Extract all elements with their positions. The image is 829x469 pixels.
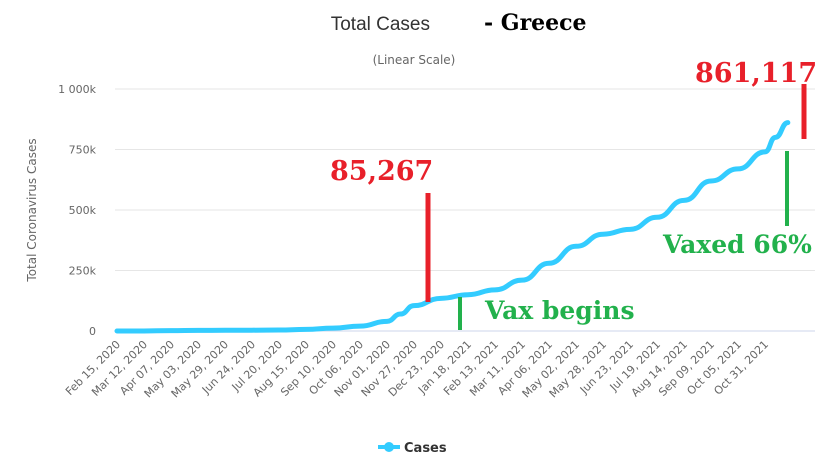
chart-subtitle: (Linear Scale) — [373, 53, 456, 67]
annotation-vax-begins: Vax begins — [484, 296, 635, 325]
legend[interactable]: Cases — [378, 441, 447, 456]
chart-title-suffix: - Greece — [484, 10, 587, 36]
annotation-vaxed-66: Vaxed 66% — [662, 230, 812, 259]
y-tick-label: 500k — [69, 204, 97, 217]
y-axis-label: Total Coronavirus Cases — [25, 138, 39, 282]
chart-title: Total Cases — [331, 14, 430, 35]
annotation-85267: 85,267 — [330, 156, 433, 187]
legend-label-cases[interactable]: Cases — [404, 441, 447, 456]
annotation-861117: 861,117 — [695, 58, 817, 89]
legend-marker — [384, 442, 394, 452]
y-tick-label: 1 000k — [58, 83, 96, 96]
series-line-cases — [114, 120, 791, 334]
y-tick-label: 0 — [89, 325, 96, 338]
y-tick-label: 750k — [69, 144, 97, 157]
y-tick-label: 250k — [69, 265, 97, 278]
